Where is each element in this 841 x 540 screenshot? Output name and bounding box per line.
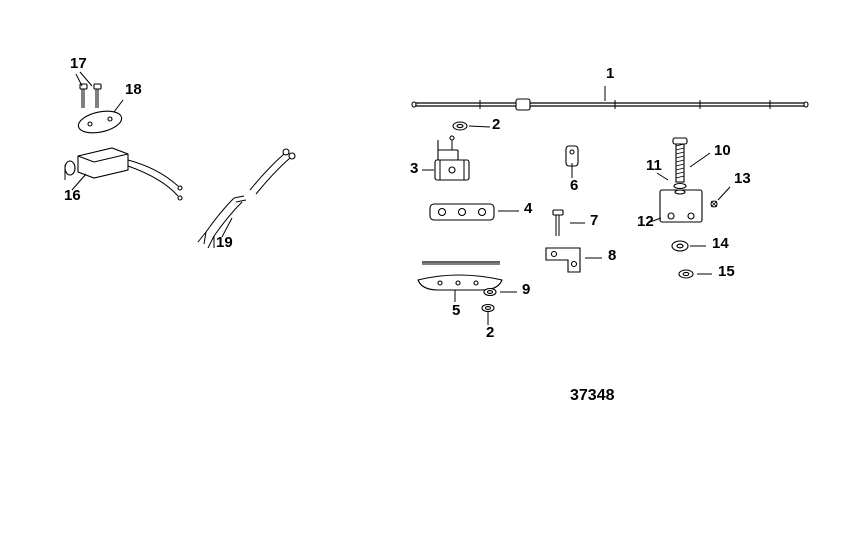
svg-text:19: 19: [216, 234, 233, 251]
svg-text:1: 1: [606, 65, 614, 82]
svg-text:13: 13: [734, 170, 751, 187]
svg-text:2: 2: [492, 116, 500, 133]
svg-text:5: 5: [452, 302, 460, 319]
svg-text:14: 14: [712, 235, 729, 252]
svg-text:3: 3: [410, 160, 418, 177]
svg-text:7: 7: [590, 212, 598, 229]
g-part-15: [679, 270, 693, 278]
g-part-4: [430, 204, 494, 220]
g-part-12: [660, 190, 702, 222]
svg-text:17: 17: [70, 55, 87, 72]
g-part-14: [672, 241, 688, 251]
svg-text:8: 8: [608, 247, 616, 264]
g-part-9: [484, 289, 496, 296]
svg-text:10: 10: [714, 142, 731, 159]
svg-text:4: 4: [524, 200, 533, 217]
svg-text:15: 15: [718, 263, 735, 280]
svg-text:11: 11: [646, 157, 662, 174]
g-part-2-bottom: [482, 305, 494, 312]
svg-text:37348: 37348: [570, 387, 615, 404]
g-part-2-top: [453, 122, 467, 130]
svg-text:18: 18: [125, 81, 142, 98]
svg-text:2: 2: [486, 324, 494, 341]
svg-text:6: 6: [570, 177, 578, 194]
svg-text:9: 9: [522, 281, 530, 298]
